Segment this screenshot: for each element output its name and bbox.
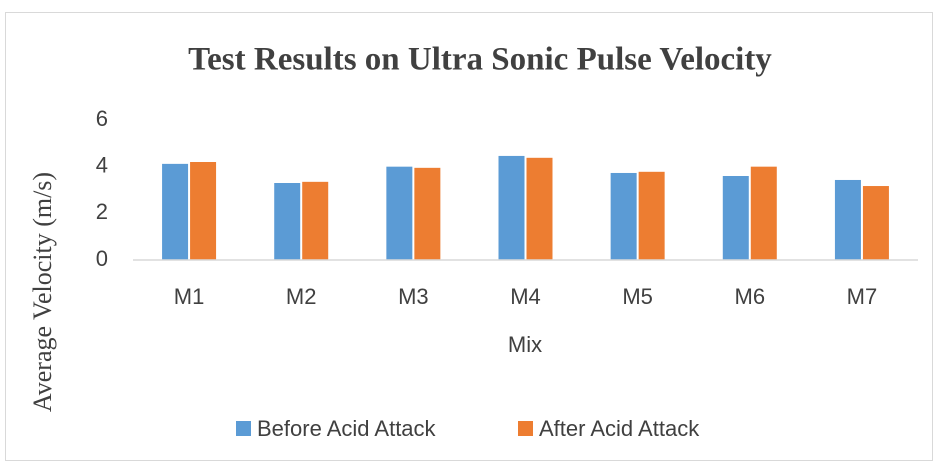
bar: [386, 166, 413, 260]
bar: [162, 163, 189, 260]
legend-label: After Acid Attack: [539, 416, 700, 441]
chart-title: Test Results on Ultra Sonic Pulse Veloci…: [188, 42, 772, 78]
bar: [302, 181, 329, 260]
x-tick-label: M5: [622, 284, 653, 309]
bar: [498, 155, 525, 260]
bar: [414, 167, 441, 260]
bar: [750, 166, 777, 260]
x-axis-title: Mix: [508, 332, 542, 357]
y-tick-label: 6: [96, 106, 108, 131]
bar: [190, 162, 217, 260]
y-tick-label: 0: [96, 246, 108, 271]
chart-frame: [5, 12, 933, 461]
x-tick-label: M6: [735, 284, 766, 309]
legend-swatch: [236, 421, 251, 436]
x-tick-label: M7: [847, 284, 878, 309]
bar: [526, 157, 553, 260]
bar: [862, 186, 889, 260]
bar: [274, 183, 301, 260]
legend-swatch: [518, 421, 533, 436]
y-tick-label: 2: [96, 199, 108, 224]
x-tick-label: M3: [398, 284, 429, 309]
y-axis-title: Average Velocity (m/s): [28, 172, 57, 412]
legend-label: Before Acid Attack: [257, 416, 437, 441]
x-tick-label: M1: [174, 284, 205, 309]
x-tick-label: M4: [510, 284, 541, 309]
x-tick-label: M2: [286, 284, 317, 309]
bar: [722, 176, 749, 260]
y-tick-label: 4: [96, 152, 108, 177]
bar: [638, 171, 665, 260]
bar: [610, 172, 637, 260]
bar: [834, 179, 861, 260]
